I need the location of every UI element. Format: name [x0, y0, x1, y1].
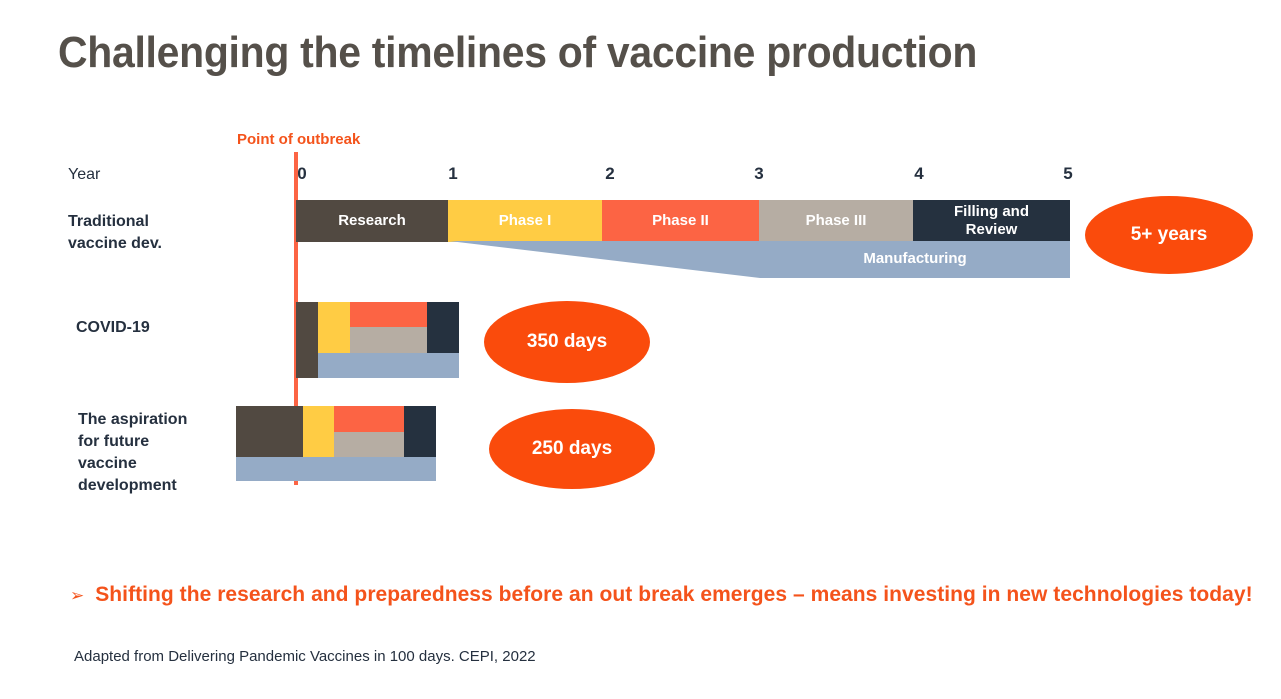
- segment-covid-phase3: [350, 327, 427, 353]
- row-label-covid: COVID-19: [76, 319, 150, 336]
- segment-aspiration-phase1: [303, 406, 334, 457]
- segment-covid-phase1: [318, 302, 350, 353]
- point-of-outbreak-label: Point of outbreak: [237, 131, 361, 148]
- segment-covid-manufacturing: [318, 353, 459, 378]
- page-title: Challenging the timelines of vaccine pro…: [58, 28, 978, 77]
- segment-covid-research: [296, 302, 318, 378]
- segment-traditional-phase1: Phase I: [448, 200, 602, 242]
- callout-covid: 350 days: [484, 301, 650, 383]
- axis-tick-4: 4: [914, 164, 924, 183]
- key-message-text: Shifting the research and preparedness b…: [95, 583, 1253, 606]
- segment-aspiration-filling-review: [404, 406, 436, 457]
- arrow-bullet-icon: ➢: [70, 586, 85, 605]
- segment-traditional-research: Research: [296, 200, 448, 242]
- axis-label-year: Year: [68, 166, 101, 183]
- segment-covid-phase2: [350, 302, 427, 327]
- source-note: Adapted from Delivering Pandemic Vaccine…: [74, 648, 536, 665]
- callout-traditional: 5+ years: [1085, 196, 1253, 274]
- segment-traditional-phase2: Phase II: [602, 200, 759, 242]
- segment-traditional-phase3: Phase III: [759, 200, 913, 242]
- key-message: ➢ Shifting the research and preparedness…: [70, 583, 1253, 607]
- axis-tick-5: 5: [1063, 164, 1073, 183]
- segment-traditional-manufacturing: [449, 241, 1070, 278]
- row-label-traditional: Traditional vaccine dev.: [68, 213, 162, 252]
- row-label-aspiration: The aspiration for future vaccine develo…: [78, 411, 188, 494]
- segment-aspiration-manufacturing: [236, 457, 436, 481]
- segment-aspiration-phase3: [334, 432, 404, 457]
- segment-traditional-filling-review: Filling and Review: [913, 200, 1070, 242]
- segment-traditional-manufacturing-label: Manufacturing: [863, 250, 967, 267]
- segment-aspiration-phase2: [334, 406, 404, 432]
- segment-covid-filling-review: [427, 302, 459, 353]
- callout-aspiration: 250 days: [489, 409, 655, 489]
- axis-tick-2: 2: [605, 164, 615, 183]
- axis-tick-1: 1: [448, 164, 458, 183]
- axis-tick-0: 0: [297, 164, 307, 183]
- axis-tick-3: 3: [754, 164, 764, 183]
